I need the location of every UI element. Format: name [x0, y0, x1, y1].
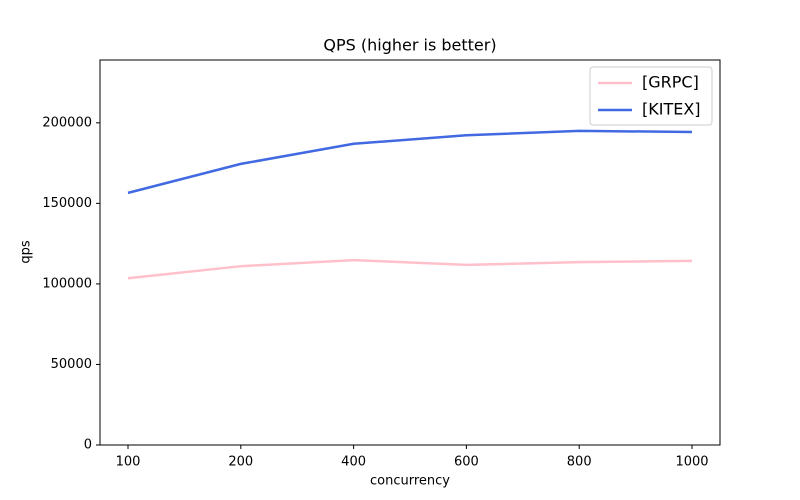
legend-label: [KITEX] — [642, 100, 701, 119]
x-tick-label: 400 — [341, 455, 366, 470]
legend-label: [GRPC] — [642, 73, 699, 92]
y-axis-label: qps — [19, 240, 34, 264]
line-series — [127, 129, 693, 195]
y-tick-label: 150000 — [42, 196, 92, 211]
y-tick-label: 50000 — [51, 357, 92, 372]
line-series — [127, 258, 693, 280]
y-tick-label: 200000 — [42, 115, 92, 130]
y-tick-label: 0 — [84, 438, 92, 453]
plot-area — [99, 59, 721, 446]
x-tick-label: 100 — [116, 455, 141, 470]
x-tick-label: 800 — [567, 455, 592, 470]
x-tick-label: 600 — [454, 455, 479, 470]
x-tick-label: 1000 — [675, 455, 708, 470]
chart-title: QPS (higher is better) — [323, 36, 496, 55]
x-axis-label: concurrency — [370, 474, 450, 489]
x-tick-label: 200 — [228, 455, 253, 470]
y-tick-label: 100000 — [42, 276, 92, 291]
